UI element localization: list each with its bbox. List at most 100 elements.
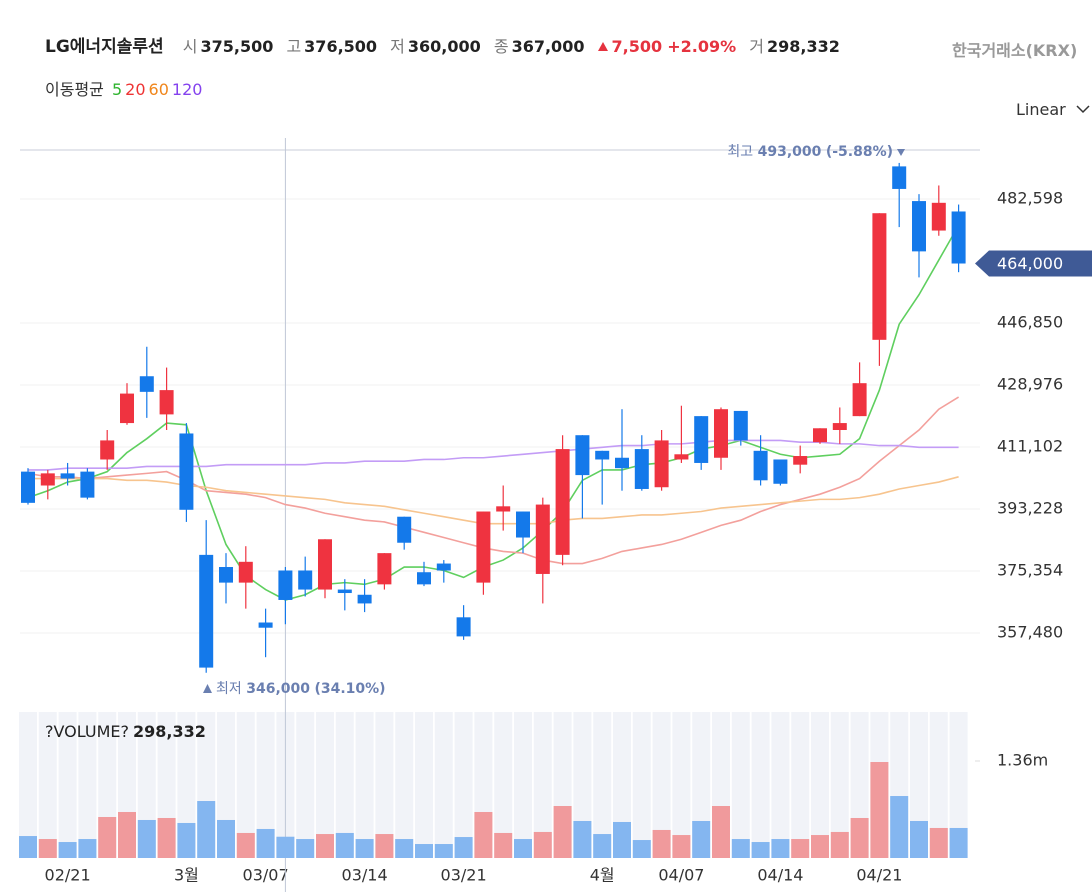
candle-body bbox=[456, 617, 471, 637]
volume-bar bbox=[58, 842, 77, 858]
label: 고 bbox=[286, 37, 302, 56]
candle-body bbox=[931, 202, 946, 231]
volume-bar bbox=[415, 844, 433, 858]
candle-body bbox=[714, 409, 728, 458]
candle-body bbox=[753, 450, 768, 481]
volume-column bbox=[38, 712, 57, 858]
high-value: 493,000 bbox=[758, 144, 822, 160]
plot bbox=[21, 162, 966, 673]
change: 7,500 bbox=[611, 37, 663, 56]
y-tick-label: 446,850 bbox=[997, 312, 1063, 331]
y-tick-label: 393,228 bbox=[997, 498, 1063, 517]
y-tick-label: 357,480 bbox=[997, 622, 1063, 641]
candle-body bbox=[694, 416, 709, 463]
high-pct: (-5.88%) bbox=[826, 144, 893, 160]
volume-name: ?VOLUME? bbox=[45, 722, 129, 741]
candle-body bbox=[516, 511, 530, 538]
candle-body bbox=[357, 594, 372, 604]
header: LG에너지솔루션 시 375,500 고 376,500 저 360,000 종 367… bbox=[45, 32, 848, 57]
legend-entry: 20 bbox=[125, 80, 146, 99]
legend-entry: 120 bbox=[171, 80, 203, 99]
volume-bar bbox=[751, 842, 770, 858]
volume-bar bbox=[573, 820, 592, 858]
volume-column bbox=[771, 712, 790, 858]
candle-body bbox=[278, 570, 293, 600]
dropdown-icon[interactable] bbox=[1076, 104, 1090, 114]
volume-bar bbox=[672, 835, 691, 858]
candle-body bbox=[575, 435, 590, 476]
volume-bar bbox=[533, 831, 552, 858]
volume-bar bbox=[276, 836, 295, 858]
y-tick-label: 411,102 bbox=[997, 436, 1063, 455]
volume-bar bbox=[811, 835, 829, 858]
candle-body bbox=[258, 622, 273, 628]
low-pct: (34.10%) bbox=[314, 681, 385, 697]
volume-column bbox=[929, 712, 948, 858]
candle-body bbox=[733, 410, 748, 441]
candle-body bbox=[615, 457, 629, 469]
candle-body bbox=[377, 553, 392, 585]
volume-bar bbox=[137, 819, 156, 858]
volume-column bbox=[731, 712, 750, 858]
low-label: 최저 bbox=[216, 681, 242, 697]
volume-column bbox=[415, 712, 433, 858]
volume-bar bbox=[494, 832, 513, 858]
volume-title: ?VOLUME? 298,332 bbox=[45, 722, 206, 741]
low-marker bbox=[203, 684, 212, 693]
candle-body bbox=[872, 213, 887, 340]
volume-column bbox=[454, 712, 473, 858]
high-label: 최고 bbox=[727, 144, 753, 160]
candle-body bbox=[912, 201, 926, 252]
candle-body bbox=[654, 440, 669, 488]
candle-body bbox=[318, 539, 332, 590]
label: 저 bbox=[390, 37, 405, 56]
candle-body bbox=[100, 440, 115, 460]
volume-bar bbox=[335, 832, 354, 858]
price-tag-label: 464,000 bbox=[997, 254, 1063, 273]
volume-bar bbox=[355, 839, 374, 858]
volume-tick-label: 1.36m bbox=[997, 750, 1048, 769]
value: 376,500 bbox=[304, 37, 378, 56]
volume-column bbox=[355, 712, 374, 858]
candle-body bbox=[476, 511, 491, 583]
candle-body bbox=[813, 428, 827, 443]
volume-column bbox=[434, 712, 453, 858]
scale-toggle[interactable]: Linear bbox=[1016, 100, 1066, 119]
candle-body bbox=[21, 471, 35, 503]
y-tick-label: 375,354 bbox=[997, 560, 1063, 579]
volume-column bbox=[236, 712, 255, 858]
candle-body bbox=[535, 504, 550, 574]
value: 298,332 bbox=[767, 37, 840, 56]
volume-bar bbox=[296, 839, 315, 858]
volume-bar bbox=[890, 796, 909, 858]
volume-column bbox=[494, 712, 513, 858]
volume-column bbox=[514, 712, 532, 858]
volume-bar bbox=[553, 806, 572, 858]
ma-line bbox=[28, 476, 959, 525]
candle-body bbox=[298, 570, 313, 590]
x-tick-label: 02/21 bbox=[45, 866, 91, 885]
volume-column bbox=[613, 712, 631, 858]
label: 시 bbox=[182, 37, 198, 56]
value: 367,000 bbox=[511, 37, 585, 56]
volume-bar bbox=[78, 839, 97, 858]
volume-bar bbox=[236, 832, 255, 858]
candle-body bbox=[674, 454, 689, 460]
volume-column bbox=[19, 712, 37, 858]
candle-body bbox=[40, 473, 55, 486]
volume-bar bbox=[712, 806, 730, 858]
volume-bar bbox=[514, 839, 532, 858]
x-tick-label: 3월 bbox=[174, 866, 199, 885]
volume-column bbox=[177, 712, 196, 858]
volume-bar bbox=[632, 840, 651, 858]
price-tag bbox=[975, 250, 1092, 277]
candle-body bbox=[595, 450, 610, 460]
volume-column bbox=[375, 712, 394, 858]
volume-column bbox=[652, 712, 671, 858]
candle-body bbox=[436, 563, 451, 571]
volume-bar bbox=[850, 817, 869, 858]
candle-body bbox=[793, 456, 808, 465]
high-marker bbox=[897, 149, 905, 156]
volume-column bbox=[593, 712, 612, 858]
candle-body bbox=[238, 561, 253, 583]
